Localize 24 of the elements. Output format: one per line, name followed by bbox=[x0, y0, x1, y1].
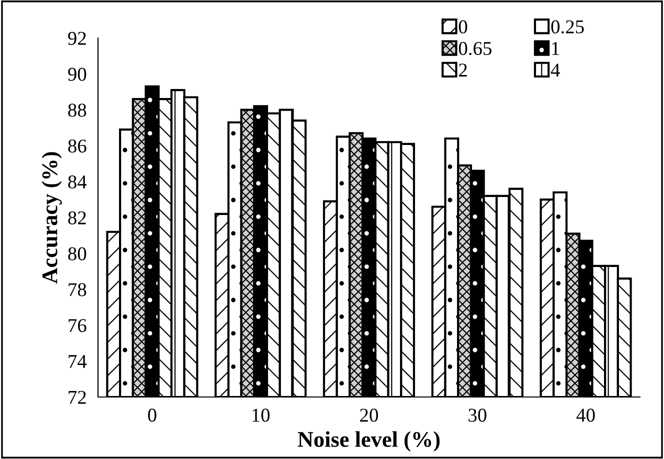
legend-label: 0.25 bbox=[551, 20, 584, 34]
y-tick-label: 74 bbox=[68, 355, 87, 368]
legend-label: 2 bbox=[459, 64, 467, 76]
x-tick-label: 0 bbox=[148, 408, 156, 422]
x-axis-title: Noise level (%) bbox=[298, 431, 440, 452]
y-axis-title: Accuracy (%) bbox=[42, 152, 62, 284]
x-tick-label: 40 bbox=[576, 408, 595, 422]
x-tick-label: 30 bbox=[468, 408, 486, 422]
y-tick-label: 90 bbox=[68, 68, 86, 81]
y-tick-label: 84 bbox=[68, 175, 87, 189]
y-tick-label: 80 bbox=[68, 247, 86, 260]
legend-label: 0.65 bbox=[458, 42, 492, 56]
y-tick-label: 86 bbox=[68, 140, 86, 153]
x-tick-label: 10 bbox=[252, 408, 270, 422]
y-tick-label: 88 bbox=[68, 104, 86, 117]
x-tick-label: 20 bbox=[360, 408, 378, 422]
legend-label: 0 bbox=[458, 20, 468, 34]
y-tick-label: 72 bbox=[68, 390, 86, 404]
y-tick-label: 78 bbox=[68, 283, 86, 296]
legend-label: 4 bbox=[550, 64, 560, 76]
y-tick-label: 82 bbox=[68, 211, 86, 224]
legend-label: 1 bbox=[552, 42, 560, 55]
y-tick-label: 92 bbox=[68, 32, 86, 45]
y-tick-label: 76 bbox=[68, 319, 86, 332]
